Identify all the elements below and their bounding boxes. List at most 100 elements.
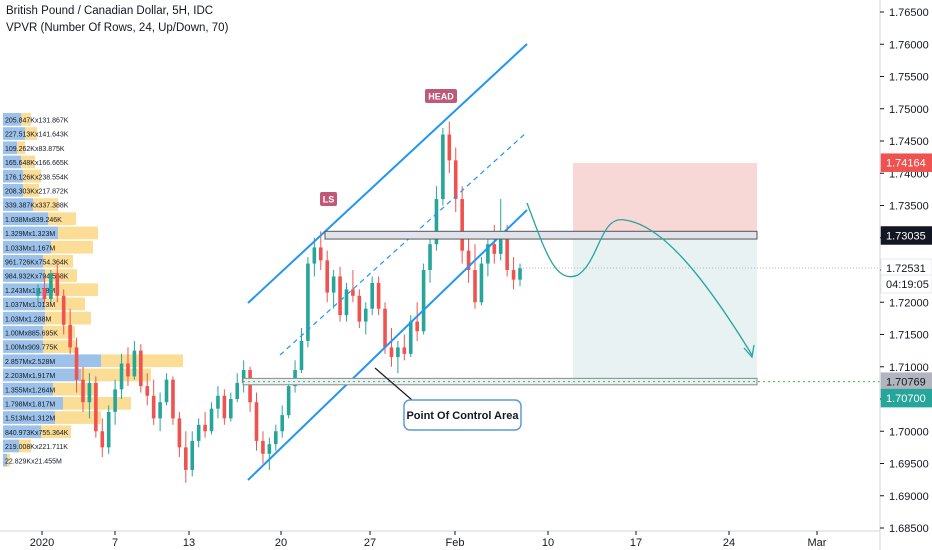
candle: [139, 344, 143, 393]
candle-body: [254, 402, 259, 441]
x-tick-label: 24: [723, 537, 735, 549]
candle: [164, 373, 169, 406]
candle-body: [389, 347, 394, 358]
candle-body: [139, 350, 143, 387]
vp-bar-down: [23, 184, 39, 197]
candle-body: [280, 415, 285, 432]
candle-body: [36, 288, 40, 296]
vp-row-label: 1.033Mx1.167M: [5, 245, 55, 252]
candle-body: [344, 289, 349, 316]
candle: [363, 302, 368, 335]
x-tick-label: 27: [364, 537, 376, 549]
candle-body: [351, 289, 355, 296]
vp-row-label: 1.037Mx1.013M: [5, 302, 55, 309]
candle-body: [306, 263, 310, 341]
indicator-label: VPVR (Number Of Rows, 24, Up/Down, 70): [6, 22, 229, 34]
candle: [293, 360, 297, 393]
candle-body: [267, 444, 272, 454]
candle: [421, 263, 426, 335]
vp-row-label: 2.857Mx2.528M: [5, 359, 55, 366]
candle: [286, 379, 291, 419]
x-tick-label: 10: [542, 537, 554, 549]
vp-bar-up: [3, 439, 19, 453]
vp-bar-down: [25, 127, 37, 140]
candle-body: [235, 382, 240, 399]
ls-tag-label: LS: [323, 195, 335, 205]
x-tick-label: Mar: [808, 537, 827, 549]
candle-body: [113, 389, 117, 412]
candle: [100, 418, 105, 458]
candle-body: [383, 308, 387, 348]
vp-bar-down: [19, 439, 31, 453]
price-label-bg: [880, 274, 932, 294]
y-tick-label: 1.76500: [889, 7, 929, 19]
vp-bar-up: [3, 326, 43, 339]
candle: [447, 121, 452, 174]
x-tick-label: 20: [275, 537, 287, 549]
vp-row-label: 176.126Kx238.554K: [5, 174, 69, 181]
candle-body: [273, 431, 278, 445]
candle: [486, 237, 490, 277]
x-tick-label: 2020: [30, 537, 54, 549]
candle: [261, 431, 265, 464]
candle-body: [396, 347, 400, 358]
candle-body: [325, 260, 329, 293]
candle-body: [466, 250, 471, 270]
candle: [248, 366, 252, 412]
vp-row-label: 339.387Kx337.388K: [5, 203, 69, 210]
candle: [453, 147, 458, 212]
candle: [119, 353, 124, 399]
candle: [196, 418, 201, 448]
candle: [132, 340, 137, 380]
candle-body: [408, 321, 413, 354]
y-tick-label: 1.74500: [889, 136, 929, 148]
vp-bar-up: [3, 382, 53, 396]
candle: [441, 128, 445, 206]
candle-body: [447, 134, 452, 161]
vp-row-label: 205.847Kx131.867K: [5, 118, 69, 125]
vp-row-label: 1.038Mx839.246K: [5, 217, 62, 224]
candle-body: [441, 134, 445, 200]
vp-bar-up: [3, 155, 21, 169]
candle-body: [145, 386, 150, 396]
price-label-bg: [880, 226, 932, 245]
vp-bar-up: [3, 198, 33, 211]
candle-body: [460, 199, 464, 251]
vp-bar-up: [3, 453, 7, 467]
head-tag-label: HEAD: [428, 92, 454, 102]
candle-body: [486, 244, 490, 264]
candle: [402, 334, 407, 361]
candle-body: [299, 340, 304, 370]
candle-body: [402, 347, 407, 354]
head-tag-bg: [425, 89, 457, 103]
vp-bar-down: [33, 198, 58, 211]
price-label: 04:19:05: [886, 279, 929, 291]
candle: [280, 405, 285, 438]
candle-body: [428, 244, 432, 270]
candle: [389, 328, 394, 367]
candle-body: [49, 273, 53, 300]
candle: [396, 340, 400, 374]
vp-bar-down: [23, 169, 41, 183]
y-tick-label: 1.68500: [889, 523, 929, 535]
vp-bar-up: [3, 340, 43, 353]
candle: [171, 376, 175, 425]
y-tick-label: 1.69500: [889, 459, 929, 471]
vp-bar-up: [3, 127, 25, 140]
vp-bar-down: [53, 382, 98, 396]
vp-bar-up: [3, 212, 48, 226]
candle-body: [415, 321, 419, 332]
vp-bar-up: [3, 184, 23, 197]
channel-lower-line: [247, 209, 528, 481]
ls-tag: LS: [320, 192, 337, 206]
candle-body: [229, 399, 233, 419]
candle-body: [68, 324, 72, 348]
callout-box: [403, 399, 522, 431]
price-label-bg: [880, 388, 932, 408]
profit-target-zone: [573, 235, 757, 382]
candle: [466, 237, 471, 283]
candle-body: [498, 231, 503, 254]
candle: [74, 337, 79, 393]
candle-body: [473, 270, 477, 303]
